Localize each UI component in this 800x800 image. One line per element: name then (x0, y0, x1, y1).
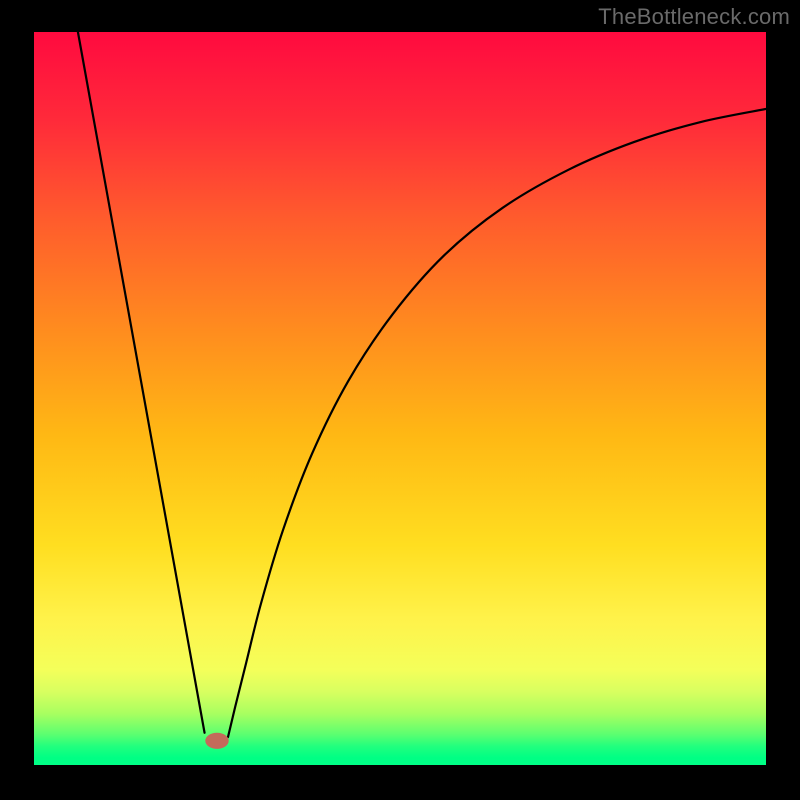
watermark-text: TheBottleneck.com (598, 4, 790, 30)
stage: TheBottleneck.com (0, 0, 800, 800)
min-point-marker (205, 733, 228, 749)
bottleneck-chart (0, 0, 800, 800)
